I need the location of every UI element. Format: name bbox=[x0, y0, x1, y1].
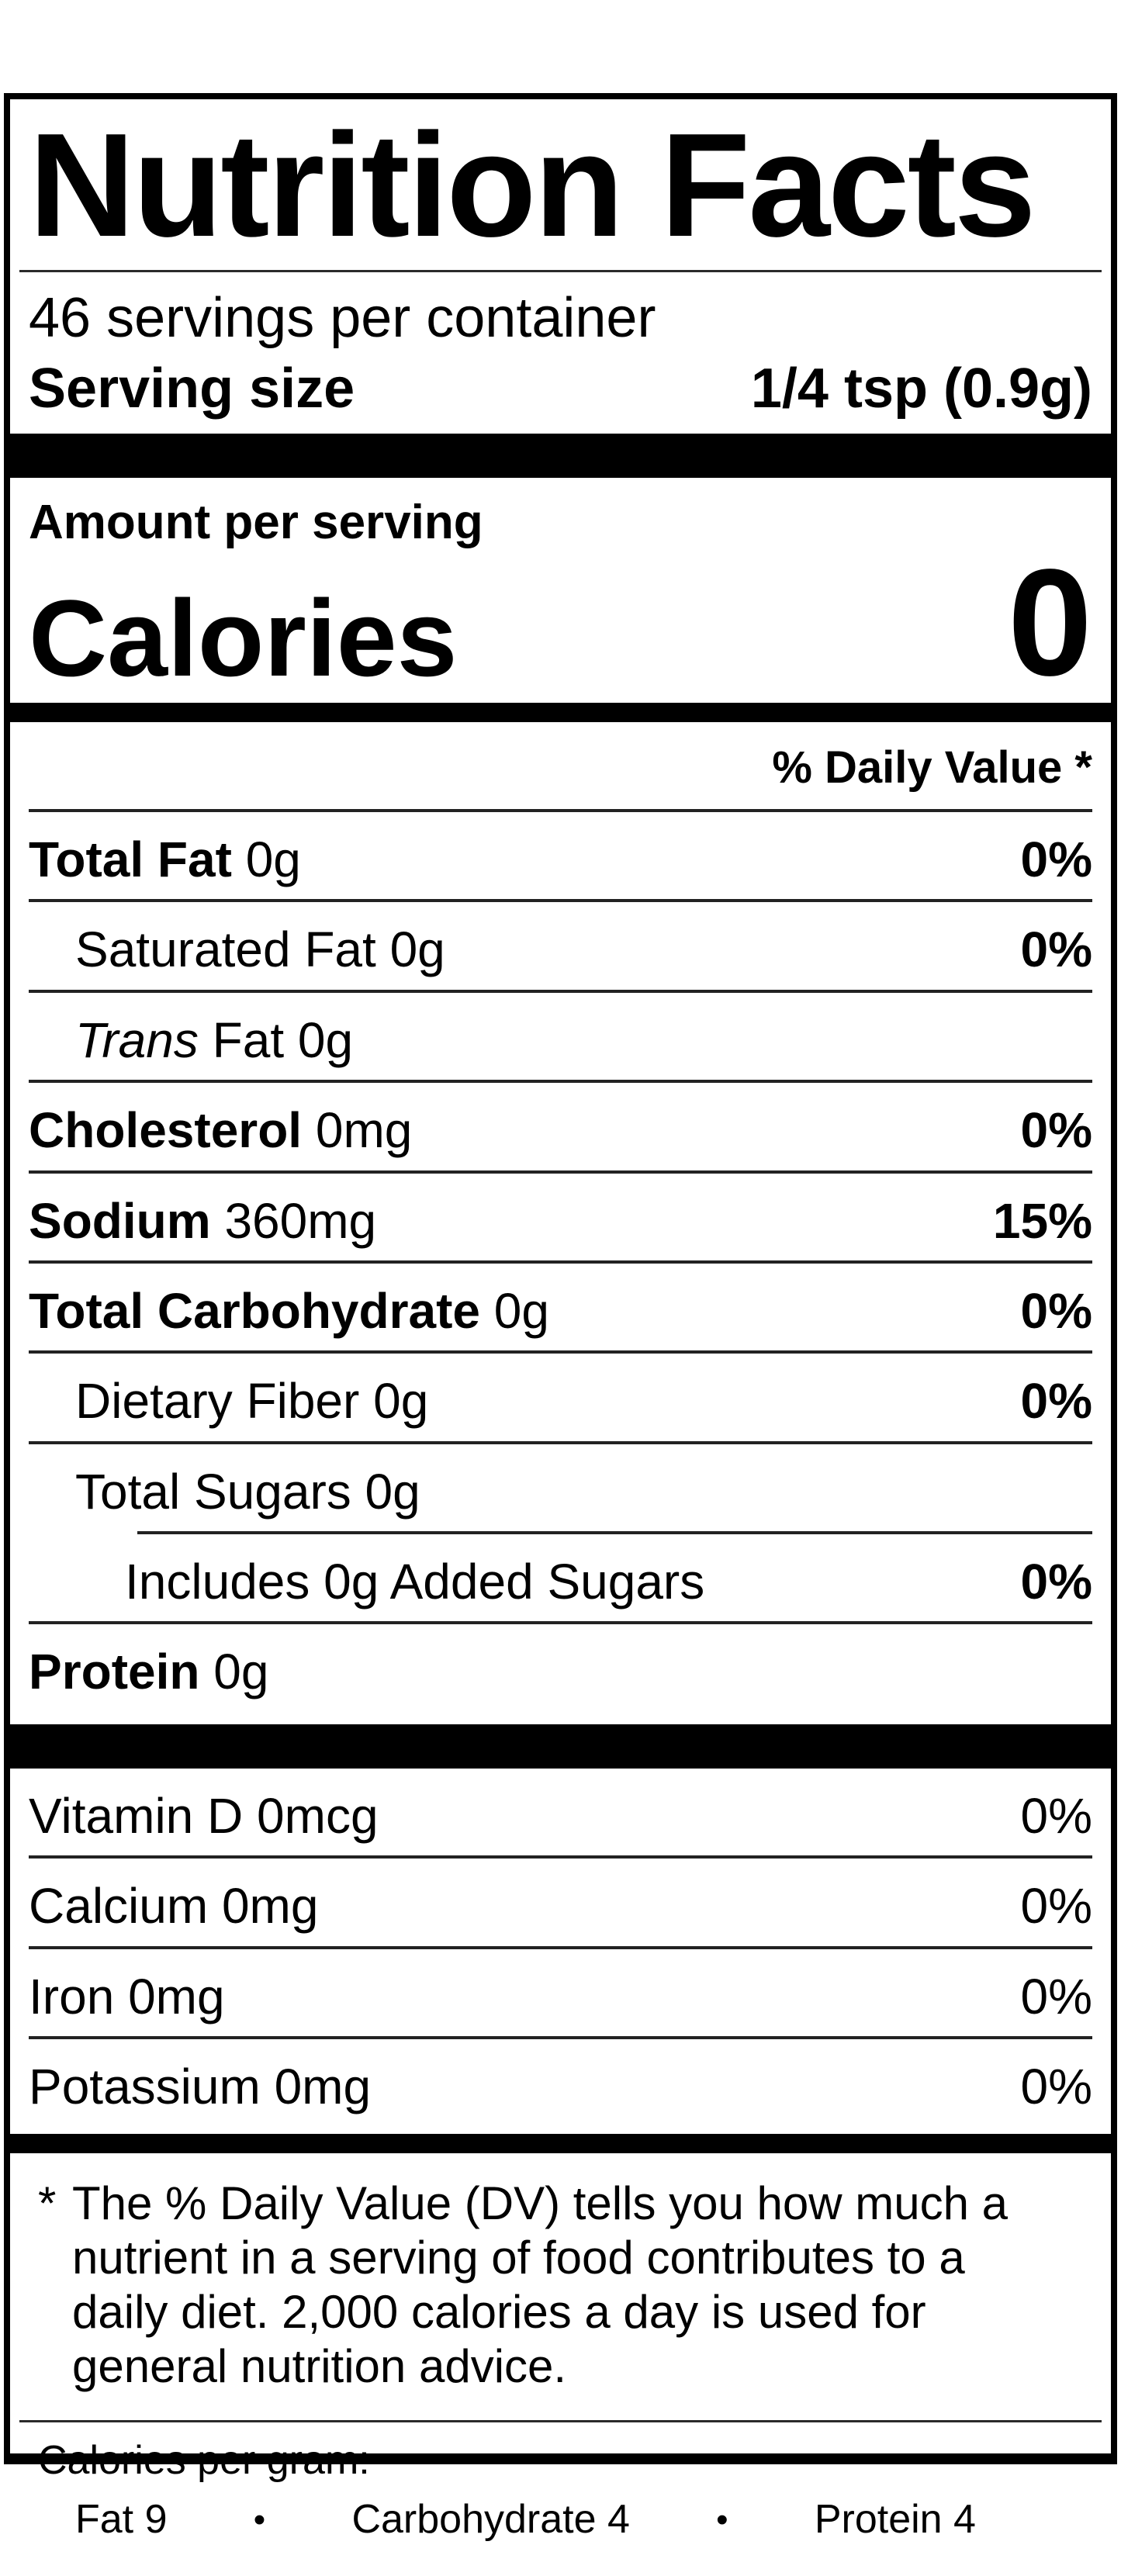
footnote-text: The % Daily Value (DV) tells you how muc… bbox=[72, 2177, 1008, 2394]
nutrient-row-total-fat: Total Fat 0g 0% bbox=[29, 808, 1093, 899]
nutrient-row-cholesterol: Cholesterol 0mg 0% bbox=[29, 1080, 1092, 1170]
title-rule bbox=[19, 270, 1102, 272]
nutrient-dv: 0% bbox=[1020, 831, 1093, 887]
calories-label: Calories bbox=[29, 576, 458, 699]
nutrition-facts-label: Nutrition Facts 46 servings per containe… bbox=[4, 93, 1117, 2542]
vitamin-name: Calcium 0mg bbox=[29, 1878, 319, 1935]
nutrient-name: Protein 0g bbox=[29, 1644, 269, 1700]
footnote-marker: * bbox=[38, 2177, 57, 2230]
cpg-item-carbohydrate: Carbohydrate 4 bbox=[351, 2497, 630, 2543]
separator-bar-medium-footnote bbox=[10, 2134, 1111, 2154]
nutrient-dv: 0% bbox=[1020, 1282, 1093, 1339]
serving-size-label: Serving size bbox=[29, 357, 355, 420]
serving-size-value: 1/4 tsp (0.9g) bbox=[750, 357, 1092, 420]
nutrient-dv: 0% bbox=[1020, 1102, 1093, 1159]
vitamin-row-potassium: Potassium 0mg 0% bbox=[29, 2036, 1092, 2126]
vitamin-dv: 0% bbox=[1020, 1878, 1093, 1935]
nutrient-name: Total Sugars 0g bbox=[75, 1463, 420, 1520]
footnote-line: daily diet. 2,000 calories a day is used… bbox=[72, 2286, 926, 2339]
calories-per-gram-heading: Calories per gram: bbox=[38, 2438, 370, 2484]
separator-bar-thick-vitamins bbox=[10, 1724, 1111, 1769]
vitamin-dv: 0% bbox=[1020, 1968, 1093, 2024]
nutrient-name: Total Carbohydrate 0g bbox=[29, 1282, 549, 1339]
daily-value-header: % Daily Value * bbox=[772, 742, 1092, 793]
nutrient-row-protein: Protein 0g bbox=[29, 1621, 1092, 1711]
added-sugars-inset-rule bbox=[137, 1531, 1092, 1535]
calories-row: Calories 0 bbox=[29, 537, 1092, 707]
nutrient-dv: 0% bbox=[1020, 921, 1093, 978]
vitamin-dv: 0% bbox=[1020, 2059, 1093, 2115]
cpg-item-fat: Fat 9 bbox=[75, 2497, 168, 2543]
separator-bar-medium-calories bbox=[10, 702, 1111, 722]
nutrient-row-trans-fat: Trans Fat 0g bbox=[29, 989, 1092, 1080]
nutrient-dv: 0% bbox=[1020, 1373, 1093, 1430]
footnote-line: nutrient in a serving of food contribute… bbox=[72, 2232, 965, 2284]
cpg-item-protein: Protein 4 bbox=[814, 2497, 976, 2543]
nutrient-name: Includes 0g Added Sugars bbox=[125, 1554, 705, 1610]
separator-bar-thick-top bbox=[10, 433, 1111, 478]
nutrient-row-dietary-fiber: Dietary Fiber 0g 0% bbox=[29, 1350, 1092, 1440]
nutrient-name: Dietary Fiber 0g bbox=[75, 1373, 429, 1430]
vitamin-dv: 0% bbox=[1020, 1787, 1093, 1844]
nutrient-name: Trans Fat 0g bbox=[75, 1011, 354, 1068]
nutrient-row-added-sugars: Includes 0g Added Sugars 0% bbox=[29, 1534, 1092, 1621]
nutrient-name: Sodium 360mg bbox=[29, 1192, 377, 1249]
nutrient-dv: 15% bbox=[992, 1192, 1092, 1249]
footnote: * The % Daily Value (DV) tells you how m… bbox=[29, 2153, 1092, 2409]
calories-per-gram-row: Fat 9 • Carbohydrate 4 • Protein 4 bbox=[75, 2497, 976, 2543]
nutrient-row-sodium: Sodium 360mg 15% bbox=[29, 1170, 1092, 1260]
amount-per-serving: Amount per serving bbox=[29, 495, 483, 549]
nutrient-name: Saturated Fat 0g bbox=[75, 921, 445, 978]
nutrient-row-total-sugars: Total Sugars 0g bbox=[29, 1440, 1092, 1531]
footnote-rule bbox=[19, 2420, 1102, 2423]
vitamin-name: Iron 0mg bbox=[29, 1968, 225, 2024]
nutrient-name: Cholesterol 0mg bbox=[29, 1102, 413, 1159]
footnote-line: The % Daily Value (DV) tells you how muc… bbox=[72, 2177, 1009, 2230]
vitamin-row-iron: Iron 0mg 0% bbox=[29, 1945, 1093, 2036]
nutrient-row-saturated-fat: Saturated Fat 0g 0% bbox=[29, 899, 1092, 989]
nutrient-name: Total Fat 0g bbox=[29, 831, 301, 887]
vitamin-name: Potassium 0mg bbox=[29, 2059, 372, 2115]
calories-value: 0 bbox=[1007, 537, 1092, 707]
servings-per-container: 46 servings per container bbox=[29, 287, 656, 349]
bullet-separator: • bbox=[716, 2500, 728, 2539]
serving-size-row: Serving size 1/4 tsp (0.9g) bbox=[29, 357, 1092, 421]
vitamin-name: Vitamin D 0mcg bbox=[29, 1787, 379, 1844]
nutrient-dv: 0% bbox=[1020, 1554, 1093, 1610]
bullet-separator: • bbox=[253, 2500, 266, 2539]
footnote-line: general nutrition advice. bbox=[72, 2340, 567, 2393]
vitamin-row-vitamin-d: Vitamin D 0mcg 0% bbox=[29, 1769, 1092, 1855]
label-title: Nutrition Facts bbox=[29, 103, 1036, 268]
nutrient-row-total-carbohydrate: Total Carbohydrate 0g 0% bbox=[29, 1260, 1092, 1350]
vitamin-row-calcium: Calcium 0mg 0% bbox=[29, 1855, 1092, 1945]
